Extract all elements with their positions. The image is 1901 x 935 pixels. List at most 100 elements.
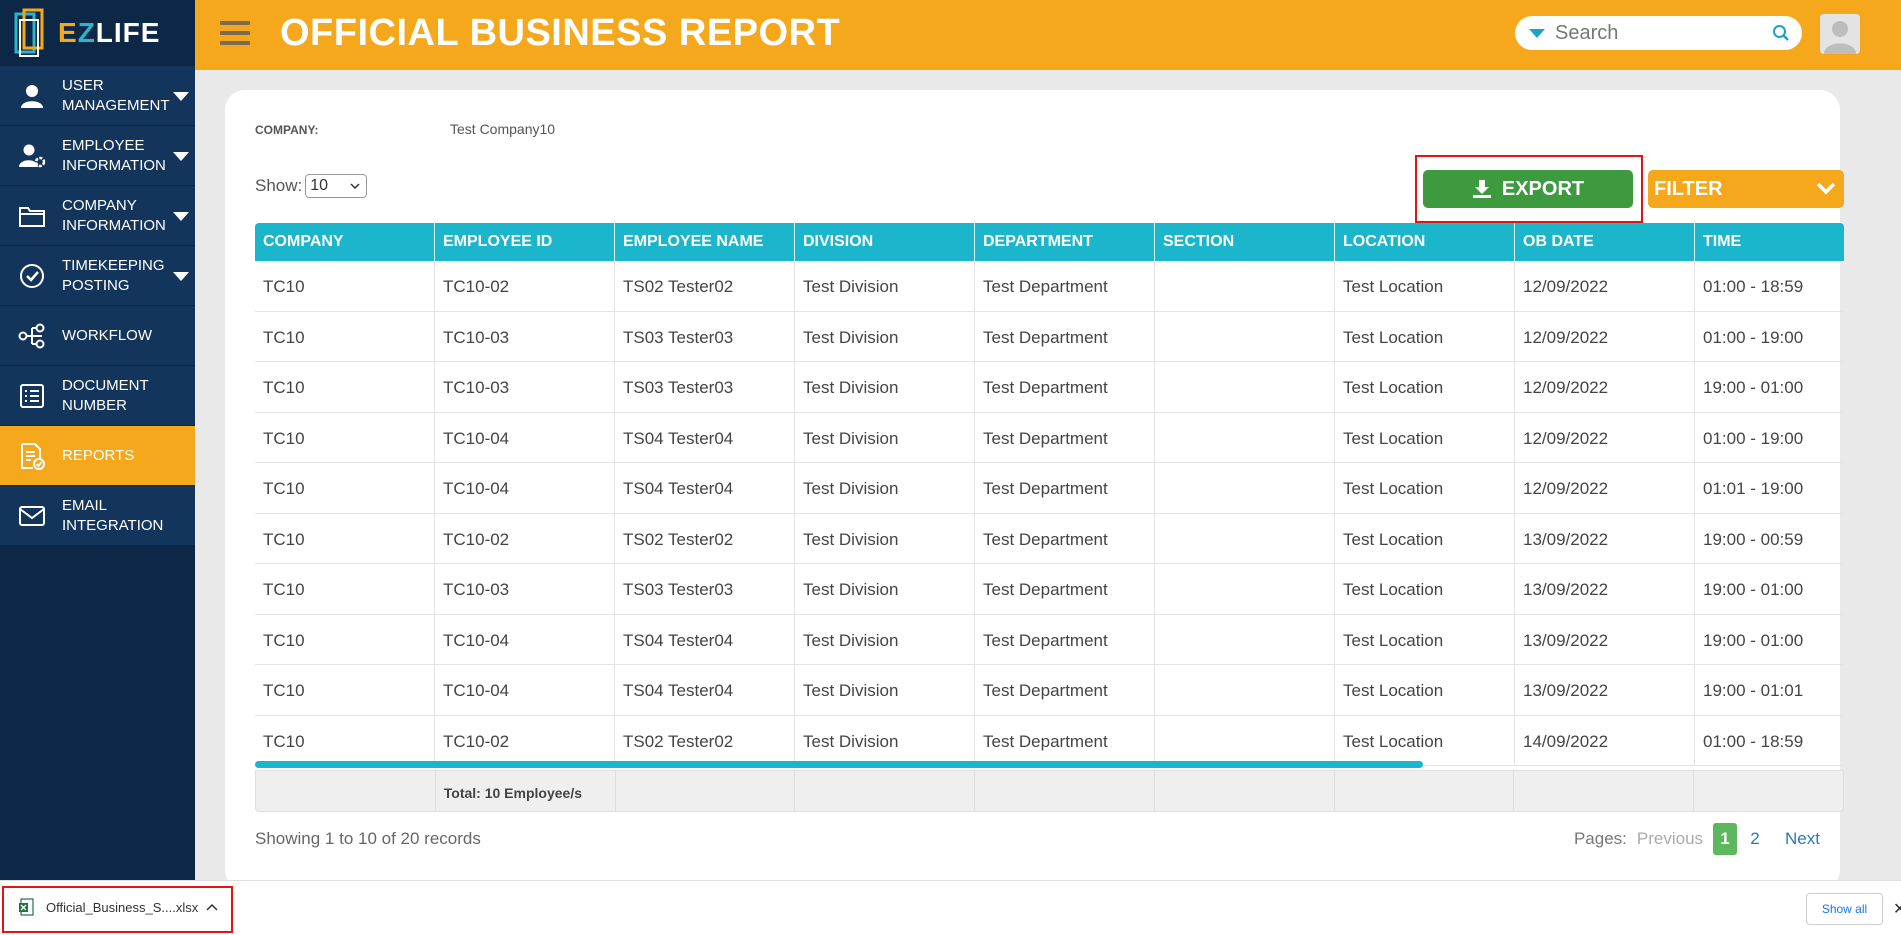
report-table: COMPANY EMPLOYEE ID EMPLOYEE NAME DIVISI… — [255, 223, 1844, 766]
folder-icon — [19, 206, 45, 227]
horizontal-scrollbar[interactable] — [255, 761, 1844, 768]
pagination: Pages: Previous 1 2 Next — [1574, 823, 1820, 855]
table-row[interactable]: TC10 TC10-02 TS02 Tester02 Test Division Tes… — [255, 513, 1844, 564]
user-avatar-icon — [1820, 14, 1860, 54]
sidebar-item-timekeeping-posting[interactable]: TIMEKEEPING POSTING — [0, 246, 195, 306]
download-highlight — [2, 886, 233, 933]
column-header-company[interactable]: COMPANY — [255, 223, 435, 261]
table-body: TC10 TC10-02 TS02 Tester02 Test Division Tes… — [255, 261, 1844, 766]
company-value: Test Company10 — [450, 121, 556, 137]
cell-division: Test Division — [795, 715, 975, 765]
sidebar-item-reports[interactable]: REPORTS — [0, 426, 195, 486]
cell-employee-name: TS03 Tester03 — [615, 564, 795, 614]
avatar[interactable] — [1820, 14, 1860, 54]
cell-division: Test Division — [795, 261, 975, 311]
export-button[interactable]: EXPORT — [1423, 170, 1633, 208]
sidebar-item-user-management[interactable]: USER MANAGEMENT — [0, 66, 195, 126]
sidebar-item-label: REPORTS — [62, 446, 135, 464]
cell-ob-date: 12/09/2022 — [1515, 362, 1695, 412]
cell-employee-name: TS04 Tester04 — [615, 412, 795, 462]
sidebar-item-email-integration[interactable]: EMAIL INTEGRATION — [0, 486, 195, 546]
table-row[interactable]: TC10 TC10-03 TS03 Tester03 Test Division Tes… — [255, 311, 1844, 362]
report-card: COMPANY: Test Company10 Show: 10 EXPORT … — [225, 90, 1844, 890]
search-input[interactable]: Search — [1555, 21, 1619, 44]
cell-section — [1155, 362, 1335, 412]
cell-location: Test Location — [1335, 513, 1515, 563]
cell-employee-id: TC10-02 — [435, 513, 615, 563]
cell-location: Test Location — [1335, 614, 1515, 664]
sidebar-item-label: USER MANAGEMENT — [62, 76, 170, 114]
app-logo[interactable]: EZLIFE — [0, 0, 195, 66]
sidebar-item-label: WORKFLOW — [62, 326, 152, 344]
cell-employee-id: TC10-03 — [435, 311, 615, 361]
excel-file-icon — [19, 898, 34, 916]
sidebar-item-workflow[interactable]: WORKFLOW — [0, 306, 195, 366]
column-header-employee-name[interactable]: EMPLOYEE NAME — [615, 223, 795, 261]
cell-location: Test Location — [1335, 564, 1515, 614]
sidebar-item-label: COMPANY INFORMATION — [62, 196, 166, 234]
search-dropdown-icon[interactable] — [1529, 28, 1545, 38]
cell-department: Test Department — [975, 362, 1155, 412]
search-box[interactable]: Search — [1515, 16, 1802, 50]
logo-text: EZLIFE — [58, 17, 161, 48]
column-header-location[interactable]: LOCATION — [1335, 223, 1515, 261]
page-1-button[interactable]: 1 — [1713, 823, 1738, 855]
list-icon — [20, 383, 44, 408]
search-icon[interactable] — [1772, 24, 1790, 42]
cell-section — [1155, 463, 1335, 513]
sidebar-item-document-number[interactable]: DOCUMENT NUMBER — [0, 366, 195, 426]
cell-department: Test Department — [975, 311, 1155, 361]
table-row[interactable]: TC10 TC10-02 TS02 Tester02 Test Division Tes… — [255, 261, 1844, 312]
sidebar-item-employee-information[interactable]: EMPLOYEE INFORMATION — [0, 126, 195, 186]
cell-division: Test Division — [795, 564, 975, 614]
table-row[interactable]: TC10 TC10-03 TS03 Tester03 Test Division Tes… — [255, 564, 1844, 615]
cell-employee-id: TC10-04 — [435, 463, 615, 513]
sidebar: EZLIFE USER MANAGEMENT EMPLOYEE INFORMATIO… — [0, 0, 195, 880]
hamburger-menu-icon[interactable] — [220, 21, 250, 47]
previous-page-button[interactable]: Previous — [1636, 829, 1704, 848]
column-header-employee-id[interactable]: EMPLOYEE ID — [435, 223, 615, 261]
cell-employee-name: TS03 Tester03 — [615, 311, 795, 361]
cell-employee-name: TS02 Tester02 — [615, 513, 795, 563]
cell-time: 01:00 - 18:59 — [1703, 277, 1804, 296]
column-header-division[interactable]: DIVISION — [795, 223, 975, 261]
table-row[interactable]: TC10 TC10-04 TS04 Tester04 Test Division Tes… — [255, 412, 1844, 463]
chevron-up-icon[interactable] — [206, 903, 218, 911]
table-row[interactable]: TC10 TC10-04 TS04 Tester04 Test Division Tes… — [255, 614, 1844, 665]
scrollbar-thumb[interactable] — [255, 761, 1423, 768]
chevron-down-icon — [1816, 182, 1836, 195]
page-size-control: Show: 10 — [255, 174, 368, 198]
page-2-button[interactable]: 2 — [1750, 829, 1760, 848]
column-header-ob-date[interactable]: OB DATE — [1515, 223, 1695, 261]
footer-cell — [975, 771, 1155, 811]
close-icon[interactable]: ✕ — [1893, 901, 1901, 918]
show-all-downloads-button[interactable]: Show all — [1806, 893, 1883, 925]
column-header-department[interactable]: DEPARTMENT — [975, 223, 1155, 261]
filter-label: FILTER — [1654, 177, 1723, 200]
page-size-select[interactable]: 10 — [305, 174, 368, 198]
table-row[interactable]: TC10 TC10-04 TS04 Tester04 Test Division Tes… — [255, 463, 1844, 514]
cell-ob-date: 12/09/2022 — [1515, 463, 1695, 513]
cell-section — [1155, 513, 1335, 563]
cell-time: 19:00 - 01:01 — [1703, 681, 1804, 700]
sidebar-item-company-information[interactable]: COMPANY INFORMATION — [0, 186, 195, 246]
filter-button[interactable]: FILTER — [1648, 170, 1844, 208]
chevron-down-icon — [173, 92, 189, 101]
column-header-time[interactable]: TIME — [1703, 233, 1742, 250]
cell-division: Test Division — [795, 311, 975, 361]
cell-company: TC10 — [255, 311, 435, 361]
cell-employee-id: TC10-03 — [435, 564, 615, 614]
download-item[interactable]: Official_Business_S....xlsx — [18, 898, 198, 916]
cell-division: Test Division — [795, 362, 975, 412]
cell-ob-date: 12/09/2022 — [1515, 412, 1695, 462]
cell-company: TC10 — [255, 715, 435, 765]
column-header-section[interactable]: SECTION — [1155, 223, 1335, 261]
company-label: COMPANY: — [255, 123, 319, 137]
table-row[interactable]: TC10 TC10-03 TS03 Tester03 Test Division Tes… — [255, 362, 1844, 413]
cell-location: Test Location — [1335, 362, 1515, 412]
next-page-button[interactable]: Next — [1785, 829, 1820, 848]
table-row[interactable]: TC10 TC10-04 TS04 Tester04 Test Division Tes… — [255, 665, 1844, 716]
table-header: COMPANY EMPLOYEE ID EMPLOYEE NAME DIVISI… — [255, 223, 1844, 261]
table-row[interactable]: TC10 TC10-02 TS02 Tester02 Test Division Tes… — [255, 715, 1844, 766]
footer-cell — [795, 771, 976, 811]
